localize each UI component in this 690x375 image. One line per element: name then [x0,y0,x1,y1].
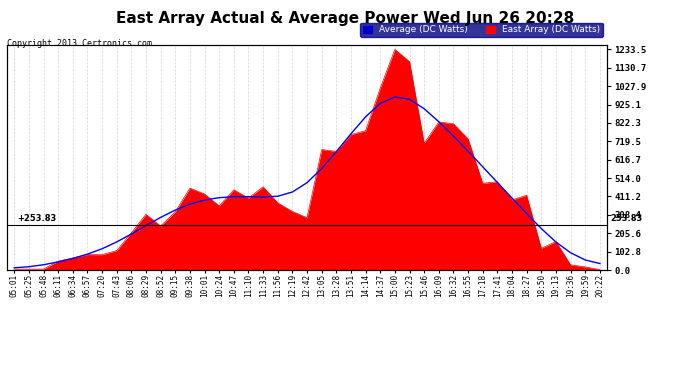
Text: Copyright 2013 Certronics.com: Copyright 2013 Certronics.com [7,39,152,48]
Text: +253.83: +253.83 [17,214,57,223]
Text: 253.83: 253.83 [610,214,642,223]
Text: East Array Actual & Average Power Wed Jun 26 20:28: East Array Actual & Average Power Wed Ju… [116,11,574,26]
Legend: Average (DC Watts), East Array (DC Watts): Average (DC Watts), East Array (DC Watts… [360,22,602,37]
